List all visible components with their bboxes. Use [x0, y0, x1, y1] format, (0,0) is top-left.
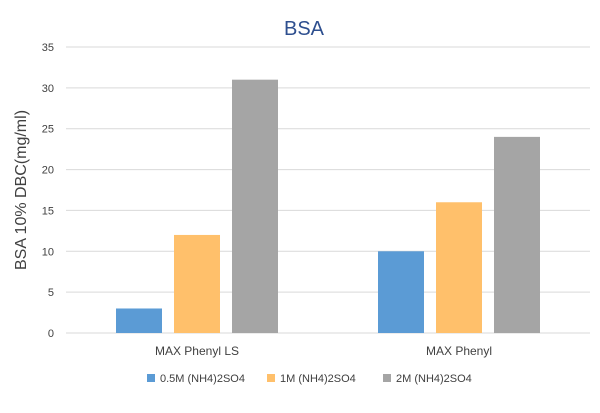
- bar: [174, 234, 220, 333]
- y-axis-label: BSA 10% DBC(mg/ml): [13, 110, 30, 270]
- legend-swatch: [147, 374, 155, 382]
- y-tick-labels: 0 5 10 15 20 25 30 35: [42, 42, 54, 340]
- legend: 0.5M (NH4)2SO4 1M (NH4)2SO4 2M (NH4)2SO4: [147, 373, 472, 385]
- x-tick-label: MAX Phenyl: [426, 344, 492, 358]
- legend-swatch: [267, 374, 275, 382]
- gridlines: [66, 46, 590, 334]
- bars: [116, 79, 540, 333]
- legend-label: 2M (NH4)2SO4: [396, 373, 472, 385]
- x-tick-labels: MAX Phenyl LS MAX Phenyl: [155, 344, 492, 358]
- bar: [116, 308, 162, 333]
- bar: [436, 202, 482, 333]
- bar: [378, 251, 424, 333]
- y-tick-label: 30: [42, 83, 54, 95]
- bar: [232, 79, 278, 333]
- bar: [494, 136, 540, 333]
- y-tick-label: 0: [48, 328, 54, 340]
- x-tick-label: MAX Phenyl LS: [155, 344, 239, 358]
- legend-swatch: [383, 374, 391, 382]
- y-tick-label: 15: [42, 205, 54, 217]
- legend-label: 0.5M (NH4)2SO4: [160, 373, 245, 385]
- y-tick-label: 20: [42, 165, 54, 177]
- chart-title: BSA: [284, 18, 325, 40]
- y-tick-label: 35: [42, 42, 54, 54]
- y-tick-label: 25: [42, 124, 54, 136]
- legend-label: 1M (NH4)2SO4: [280, 373, 356, 385]
- y-tick-label: 5: [48, 287, 54, 299]
- y-tick-label: 10: [42, 246, 54, 258]
